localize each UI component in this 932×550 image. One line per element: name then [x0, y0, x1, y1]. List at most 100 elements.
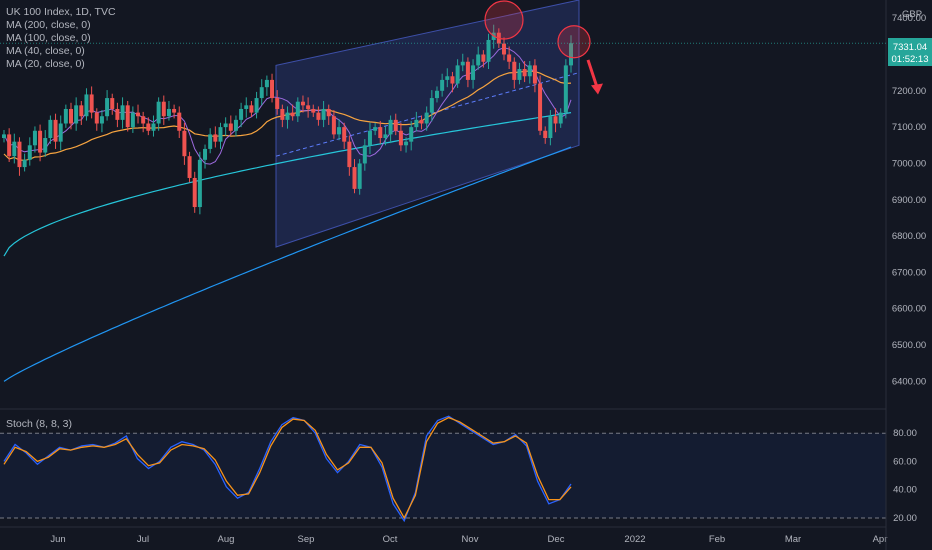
candle — [213, 126, 218, 148]
candle-body — [404, 141, 409, 146]
candle-body — [476, 54, 481, 66]
candle — [471, 59, 476, 89]
price-tick-label: 6800.00 — [892, 231, 926, 242]
candle-body — [501, 43, 506, 55]
candle-body — [326, 108, 331, 117]
candle — [280, 104, 285, 128]
candle-body — [275, 98, 280, 109]
candle-body — [563, 65, 568, 113]
candle-body — [342, 127, 347, 142]
legend-ma100[interactable]: MA (100, close, 0) — [6, 32, 91, 44]
candle-body — [300, 101, 305, 106]
candle — [481, 50, 486, 68]
down-arrow-shaft — [586, 59, 599, 88]
stoch-title[interactable]: Stoch (8, 8, 3) — [6, 418, 72, 430]
candle — [136, 104, 141, 124]
candle — [58, 115, 63, 151]
candle — [285, 106, 290, 129]
candle-body — [12, 141, 17, 157]
candle-body — [290, 112, 295, 117]
candle-body — [409, 127, 414, 142]
candle — [244, 97, 249, 118]
candle-body — [465, 61, 470, 80]
legend-ma40[interactable]: MA (40, close, 0) — [6, 45, 85, 57]
candle — [347, 135, 352, 176]
candle-body — [208, 134, 213, 149]
candle — [378, 120, 383, 144]
candle — [295, 97, 300, 123]
candle — [249, 100, 254, 117]
price-tick-label: 7100.00 — [892, 122, 926, 133]
candle — [223, 117, 228, 136]
time-tick-label: 2022 — [624, 534, 645, 545]
candle — [532, 59, 537, 93]
candle — [2, 130, 6, 143]
candle — [182, 122, 187, 165]
candle-body — [136, 112, 141, 117]
candle — [434, 86, 439, 103]
candle — [38, 124, 43, 162]
candle-body — [311, 108, 316, 113]
candle-body — [486, 39, 491, 62]
candle — [409, 120, 414, 151]
candle-body — [434, 90, 439, 99]
candle-body — [331, 116, 336, 135]
candle — [105, 90, 110, 121]
candle — [373, 122, 378, 136]
candle-body — [130, 112, 135, 128]
candle — [187, 151, 192, 183]
candle-body — [512, 61, 517, 80]
candle — [440, 73, 445, 97]
price-tick-label: 7000.00 — [892, 158, 926, 169]
candle-body — [27, 145, 32, 160]
chart-title[interactable]: UK 100 Index, 1D, TVC — [6, 6, 116, 18]
candle — [146, 117, 151, 136]
candle — [17, 137, 22, 176]
candle — [558, 108, 563, 128]
candle — [569, 35, 573, 73]
candle — [43, 130, 48, 157]
candle — [383, 126, 388, 146]
stoch-axis: 20.00 40.00 60.00 80.00 — [0, 428, 917, 524]
candle — [538, 75, 543, 136]
candle-body — [63, 108, 68, 124]
candle-body — [22, 159, 27, 168]
candle — [53, 113, 58, 149]
candle — [94, 108, 99, 131]
candle — [393, 113, 398, 136]
candle — [429, 90, 434, 122]
price-tag-countdown: 01:52:13 — [892, 54, 929, 65]
candle — [445, 68, 450, 88]
stoch-d-line — [3, 416, 572, 520]
candle-body — [254, 98, 259, 113]
candle-body — [239, 108, 244, 120]
legend-ma200[interactable]: MA (200, close, 0) — [6, 19, 91, 31]
candle — [419, 115, 424, 130]
candle-body — [2, 134, 6, 139]
price-tick-label: 6900.00 — [892, 195, 926, 206]
time-tick-label: Feb — [709, 534, 725, 545]
candle-body — [249, 105, 254, 113]
candle-body — [445, 76, 450, 80]
price-tick-label: 6400.00 — [892, 376, 926, 387]
candle-body — [569, 43, 573, 66]
candle — [398, 122, 403, 152]
candle — [141, 111, 146, 133]
candle — [476, 46, 481, 70]
candle-body — [141, 116, 146, 124]
candle — [99, 110, 104, 133]
candle-body — [264, 79, 269, 88]
candle-body — [228, 123, 233, 131]
candle-body — [429, 98, 434, 113]
candle — [300, 95, 305, 113]
candle — [177, 106, 182, 139]
candle — [79, 100, 84, 125]
candle-body — [295, 101, 300, 117]
price-tick-label: 6600.00 — [892, 304, 926, 315]
candle-body — [53, 119, 58, 142]
candle-body — [146, 123, 151, 131]
candle-body — [218, 127, 223, 142]
legend-ma20[interactable]: MA (20, close, 0) — [6, 58, 85, 70]
candle — [22, 153, 27, 172]
